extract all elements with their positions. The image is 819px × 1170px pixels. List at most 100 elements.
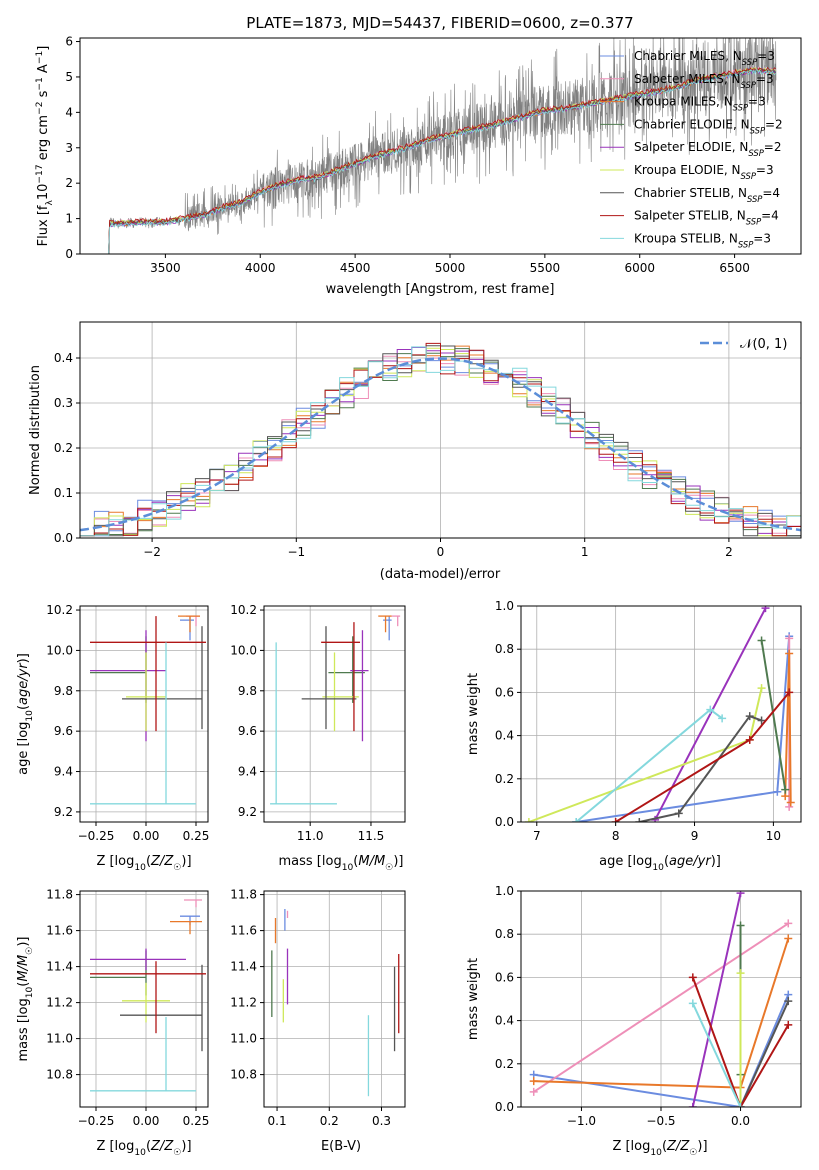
weight-vs-age-xlabel-part: )] xyxy=(711,854,721,869)
weight_vs_age-series-line xyxy=(654,607,767,821)
weight_vs_Z-point-marker xyxy=(688,1103,697,1107)
age_vs_mass-ytick-label: 9.8 xyxy=(238,684,257,698)
weight_vs_Z-ytick-label: 0.2 xyxy=(495,1057,514,1071)
spectrum-ylabel-part: −17 xyxy=(35,164,45,183)
residuals-ylabel: Normed distribution xyxy=(28,365,43,495)
spectrum-legend-label-part: =4 xyxy=(761,209,779,223)
spectrum-legend-label: Salpeter ELODIE, NSSP=2 xyxy=(634,140,782,158)
weight_vs_Z-ytick-label: 1.0 xyxy=(495,884,514,898)
weight_vs_age-plot-area xyxy=(524,606,795,822)
weight_vs_Z-point-marker xyxy=(529,1077,538,1086)
weight-vs-Z-xlabel-part: Z [log xyxy=(612,1139,650,1154)
age-vs-Z-xlabel-part: )] xyxy=(181,854,191,869)
weight_vs_Z-ytick-label: 0.6 xyxy=(495,970,514,984)
age-vs-Z-xlabel-part: ☉ xyxy=(173,863,181,873)
spectrum-xtick-label: 6500 xyxy=(719,261,750,275)
spectrum-ylabel-part: erg cm xyxy=(36,115,51,164)
spectrum-legend-label-part: =4 xyxy=(762,186,780,200)
age_vs_mass-ytick-label: 9.4 xyxy=(238,765,257,779)
residuals-plot-area xyxy=(80,342,801,537)
spectrum-ytick-label: 2 xyxy=(65,176,73,190)
spectrum-legend-label-part: SSP xyxy=(748,148,764,158)
spectrum-legend-label: Salpeter STELIB, NSSP=4 xyxy=(634,209,779,227)
weight-vs-age-xlabel-part: ( xyxy=(664,854,669,869)
weight_vs_Z-xtick-label: 0.0 xyxy=(731,1114,750,1128)
residuals-histogram-step xyxy=(80,346,801,537)
age_vs_mass-frame xyxy=(263,605,406,823)
weight_vs_Z-ytick-label: 0.0 xyxy=(495,1100,514,1114)
spectrum-ylabel-part: s xyxy=(36,90,51,101)
age_vs_Z-ytick-label: 9.4 xyxy=(54,765,73,779)
age_vs_mass-ytick-label: 9.2 xyxy=(238,805,257,819)
weight_vs_age-axes xyxy=(521,605,801,823)
spectrum-legend-label-part: SSP xyxy=(746,217,762,227)
mass_vs_Z-xtick-label: −0.25 xyxy=(78,1114,115,1128)
spectrum-legend-label: Kroupa MILES, NSSP=3 xyxy=(634,95,766,113)
mass-vs-Z-xlabel-part: 10 xyxy=(134,1148,146,1158)
age_vs_Z-xtick-label: 0.25 xyxy=(183,829,210,843)
spectrum-plot-area xyxy=(108,38,777,254)
age-vs-Z-ylabel: age [log10(age/yr)] xyxy=(16,653,35,775)
mass-vs-Z-ylabel-part: mass [log xyxy=(16,998,31,1061)
weight_vs_Z-series-line xyxy=(533,922,789,1093)
spectrum-model-line xyxy=(108,66,776,254)
weight_vs_age-ytick-label: 0.6 xyxy=(495,685,514,699)
weight_vs_Z-series-line xyxy=(691,1002,742,1107)
age-vs-Z-xlabel-part: Z/Z xyxy=(150,854,174,869)
weight_vs_Z-series-line xyxy=(533,994,790,1107)
spectrum-legend-label-part: =3 xyxy=(756,163,774,177)
spectrum-xtick-label: 4000 xyxy=(245,261,276,275)
weight_vs_Z-frame xyxy=(520,890,802,1108)
age_vs_mass-xtick-label: 11.0 xyxy=(297,829,324,843)
weight_vs_Z-point-marker xyxy=(529,1087,538,1096)
weight_vs_Z-point-marker xyxy=(784,1020,793,1029)
spectrum-frame xyxy=(79,37,802,255)
mass_vs_ebv-ytick-label: 11.8 xyxy=(230,888,257,902)
spectrum-xlabel: wavelength [Angstrom, rest frame] xyxy=(326,282,555,297)
spectrum-legend-label-part: Salpeter MILES, N xyxy=(634,72,741,86)
spectrum-legend-label-part: SSP xyxy=(733,103,749,113)
spectrum-legend-label: Chabrier ELODIE, NSSP=2 xyxy=(634,117,783,135)
mass_vs_Z-ytick-label: 11.0 xyxy=(46,1032,73,1046)
weight_vs_Z-point-marker xyxy=(688,999,697,1008)
weight_vs_age-ytick-label: 1.0 xyxy=(495,599,514,613)
age_vs_mass-ytick-label: 10.2 xyxy=(230,603,257,617)
residuals-xtick-label: 0 xyxy=(437,545,445,559)
residuals-xtick-label: 1 xyxy=(581,545,589,559)
mass-vs-Z-ylabel: mass [log10(M/M☉)] xyxy=(16,937,35,1062)
weight_vs_Z-xtick-label: −0.5 xyxy=(646,1114,675,1128)
weight_vs_age-point-marker xyxy=(745,712,754,721)
spectrum-ylabel-part: 10 xyxy=(36,184,51,201)
weight_vs_age-point-marker xyxy=(635,818,644,822)
weight_vs_Z-point-marker xyxy=(736,921,745,930)
mass_vs_ebv-xtick-label: 0.3 xyxy=(372,1114,391,1128)
weight_vs_age-point-marker xyxy=(781,785,790,794)
mass-vs-Z-xlabel-part: ☉ xyxy=(173,1148,181,1158)
spectrum-ylabel-part: −1 xyxy=(35,51,45,64)
weight-vs-Z-xlabel-part: 10 xyxy=(650,1148,662,1158)
weight_vs_Z-point-marker xyxy=(784,919,793,928)
age_vs_Z-ytick-label: 10.0 xyxy=(46,643,73,657)
spectrum-legend-label-part: =2 xyxy=(765,117,783,131)
weight_vs_age-point-marker xyxy=(745,735,754,744)
residuals-ytick-label: 0.0 xyxy=(54,531,73,545)
mass_vs_ebv-frame xyxy=(263,890,406,1108)
spectrum-xtick-label: 3500 xyxy=(150,261,181,275)
age-vs-mass-xlabel-part: M/M xyxy=(358,854,385,869)
age-vs-mass-xlabel-part: ☉ xyxy=(385,863,393,873)
spectrum-legend-label-part: =3 xyxy=(748,95,766,109)
mass-vs-Z-ylabel-part: ( xyxy=(16,982,31,987)
age-vs-mass-xlabel: mass [log10(M/M☉)] xyxy=(279,854,404,873)
weight_vs_Z-series-line xyxy=(691,892,742,1107)
mass_vs_ebv-ytick-label: 11.6 xyxy=(230,924,257,938)
spectrum-ylabel-part: ] xyxy=(36,46,51,51)
weight_vs_Z-series-line xyxy=(691,977,790,1107)
spectrum-ytick-label: 1 xyxy=(65,212,73,226)
age_vs_mass-ytick-label: 10.0 xyxy=(230,643,257,657)
weight_vs_age-ytick-label: 0.4 xyxy=(495,729,514,743)
weight_vs_age-xtick-label: 8 xyxy=(612,829,620,843)
residuals-xlabel: (data-model)/error xyxy=(380,567,501,582)
spectrum-legend-label-part: SSP xyxy=(738,239,754,249)
weight_vs_age-point-marker xyxy=(572,818,581,822)
mass-vs-ebv-xlabel: E(B-V) xyxy=(321,1139,361,1154)
